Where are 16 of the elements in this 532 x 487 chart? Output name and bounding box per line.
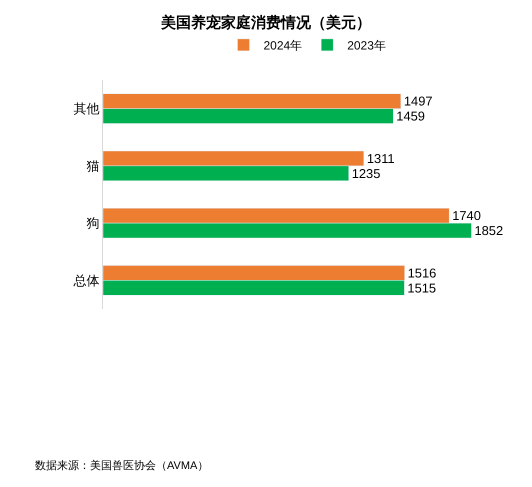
data-label: 1497 [404,94,433,109]
y-tick-label: 其他 [73,101,100,116]
data-label: 1740 [452,208,481,224]
data-label: 1852 [474,223,504,238]
y-tick-label: 猫 [86,158,100,174]
y-tick-label: 总体 [72,272,100,288]
data-label: 1311 [366,150,395,166]
data-label: 1459 [396,108,425,124]
data-label: 1515 [407,280,436,296]
source-note: 数据来源：美国兽医协会（AVMA） [35,459,208,472]
y-tick-label: 狗 [86,216,100,231]
data-label: 1235 [352,166,380,181]
chart-title: 美国养宠家庭消费情况（美元） [160,14,371,32]
legend-label: 2023年 [347,38,386,53]
data-label: 1516 [408,265,436,280]
legend-label: 2024年 [264,38,302,53]
